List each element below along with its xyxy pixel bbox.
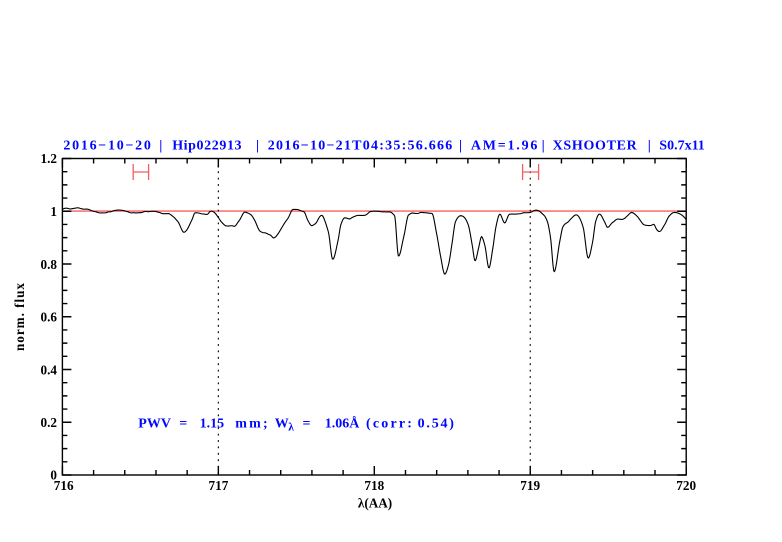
svg-text:0.8: 0.8 <box>41 257 58 272</box>
svg-text:718: 718 <box>364 478 384 493</box>
svg-text:1.15: 1.15 <box>200 417 225 432</box>
svg-text:mm;: mm; <box>235 417 270 432</box>
svg-text:λ(AA): λ(AA) <box>358 496 392 511</box>
svg-text:0.6: 0.6 <box>41 310 58 325</box>
svg-text:719: 719 <box>520 478 540 493</box>
svg-text:AM=1.96: AM=1.96 <box>471 139 539 154</box>
svg-text:λ: λ <box>288 422 294 434</box>
svg-text:716: 716 <box>54 478 74 493</box>
svg-text:0.4: 0.4 <box>41 362 58 377</box>
svg-text:2016−10−21T04:35:56.666: 2016−10−21T04:35:56.666 <box>268 139 454 154</box>
svg-text:|: | <box>256 139 259 154</box>
svg-text:|: | <box>159 139 162 154</box>
svg-text:XSHOOTER: XSHOOTER <box>553 139 638 154</box>
svg-text:717: 717 <box>209 478 229 493</box>
svg-text:|: | <box>459 139 462 154</box>
svg-text:=: = <box>179 417 187 432</box>
svg-text:1: 1 <box>50 204 57 219</box>
svg-text:2016−10−20: 2016−10−20 <box>63 139 152 154</box>
svg-text:W: W <box>275 417 289 432</box>
svg-text:|: | <box>648 139 651 154</box>
svg-text:=: = <box>303 417 311 432</box>
svg-text:norm. flux: norm. flux <box>12 283 27 351</box>
svg-text:1.06Å: 1.06Å <box>325 416 361 432</box>
svg-text:720: 720 <box>676 478 696 493</box>
svg-text:0: 0 <box>50 468 57 483</box>
svg-text:1.2: 1.2 <box>41 151 58 166</box>
svg-text:Hip022913: Hip022913 <box>172 139 242 154</box>
svg-text:S0.7x11: S0.7x11 <box>659 139 705 154</box>
svg-text:0.2: 0.2 <box>41 415 58 430</box>
svg-text:PWV: PWV <box>138 417 171 432</box>
svg-text:(corr:: (corr: <box>366 417 414 432</box>
svg-text:0.54): 0.54) <box>418 417 456 432</box>
svg-text:|: | <box>542 139 545 154</box>
